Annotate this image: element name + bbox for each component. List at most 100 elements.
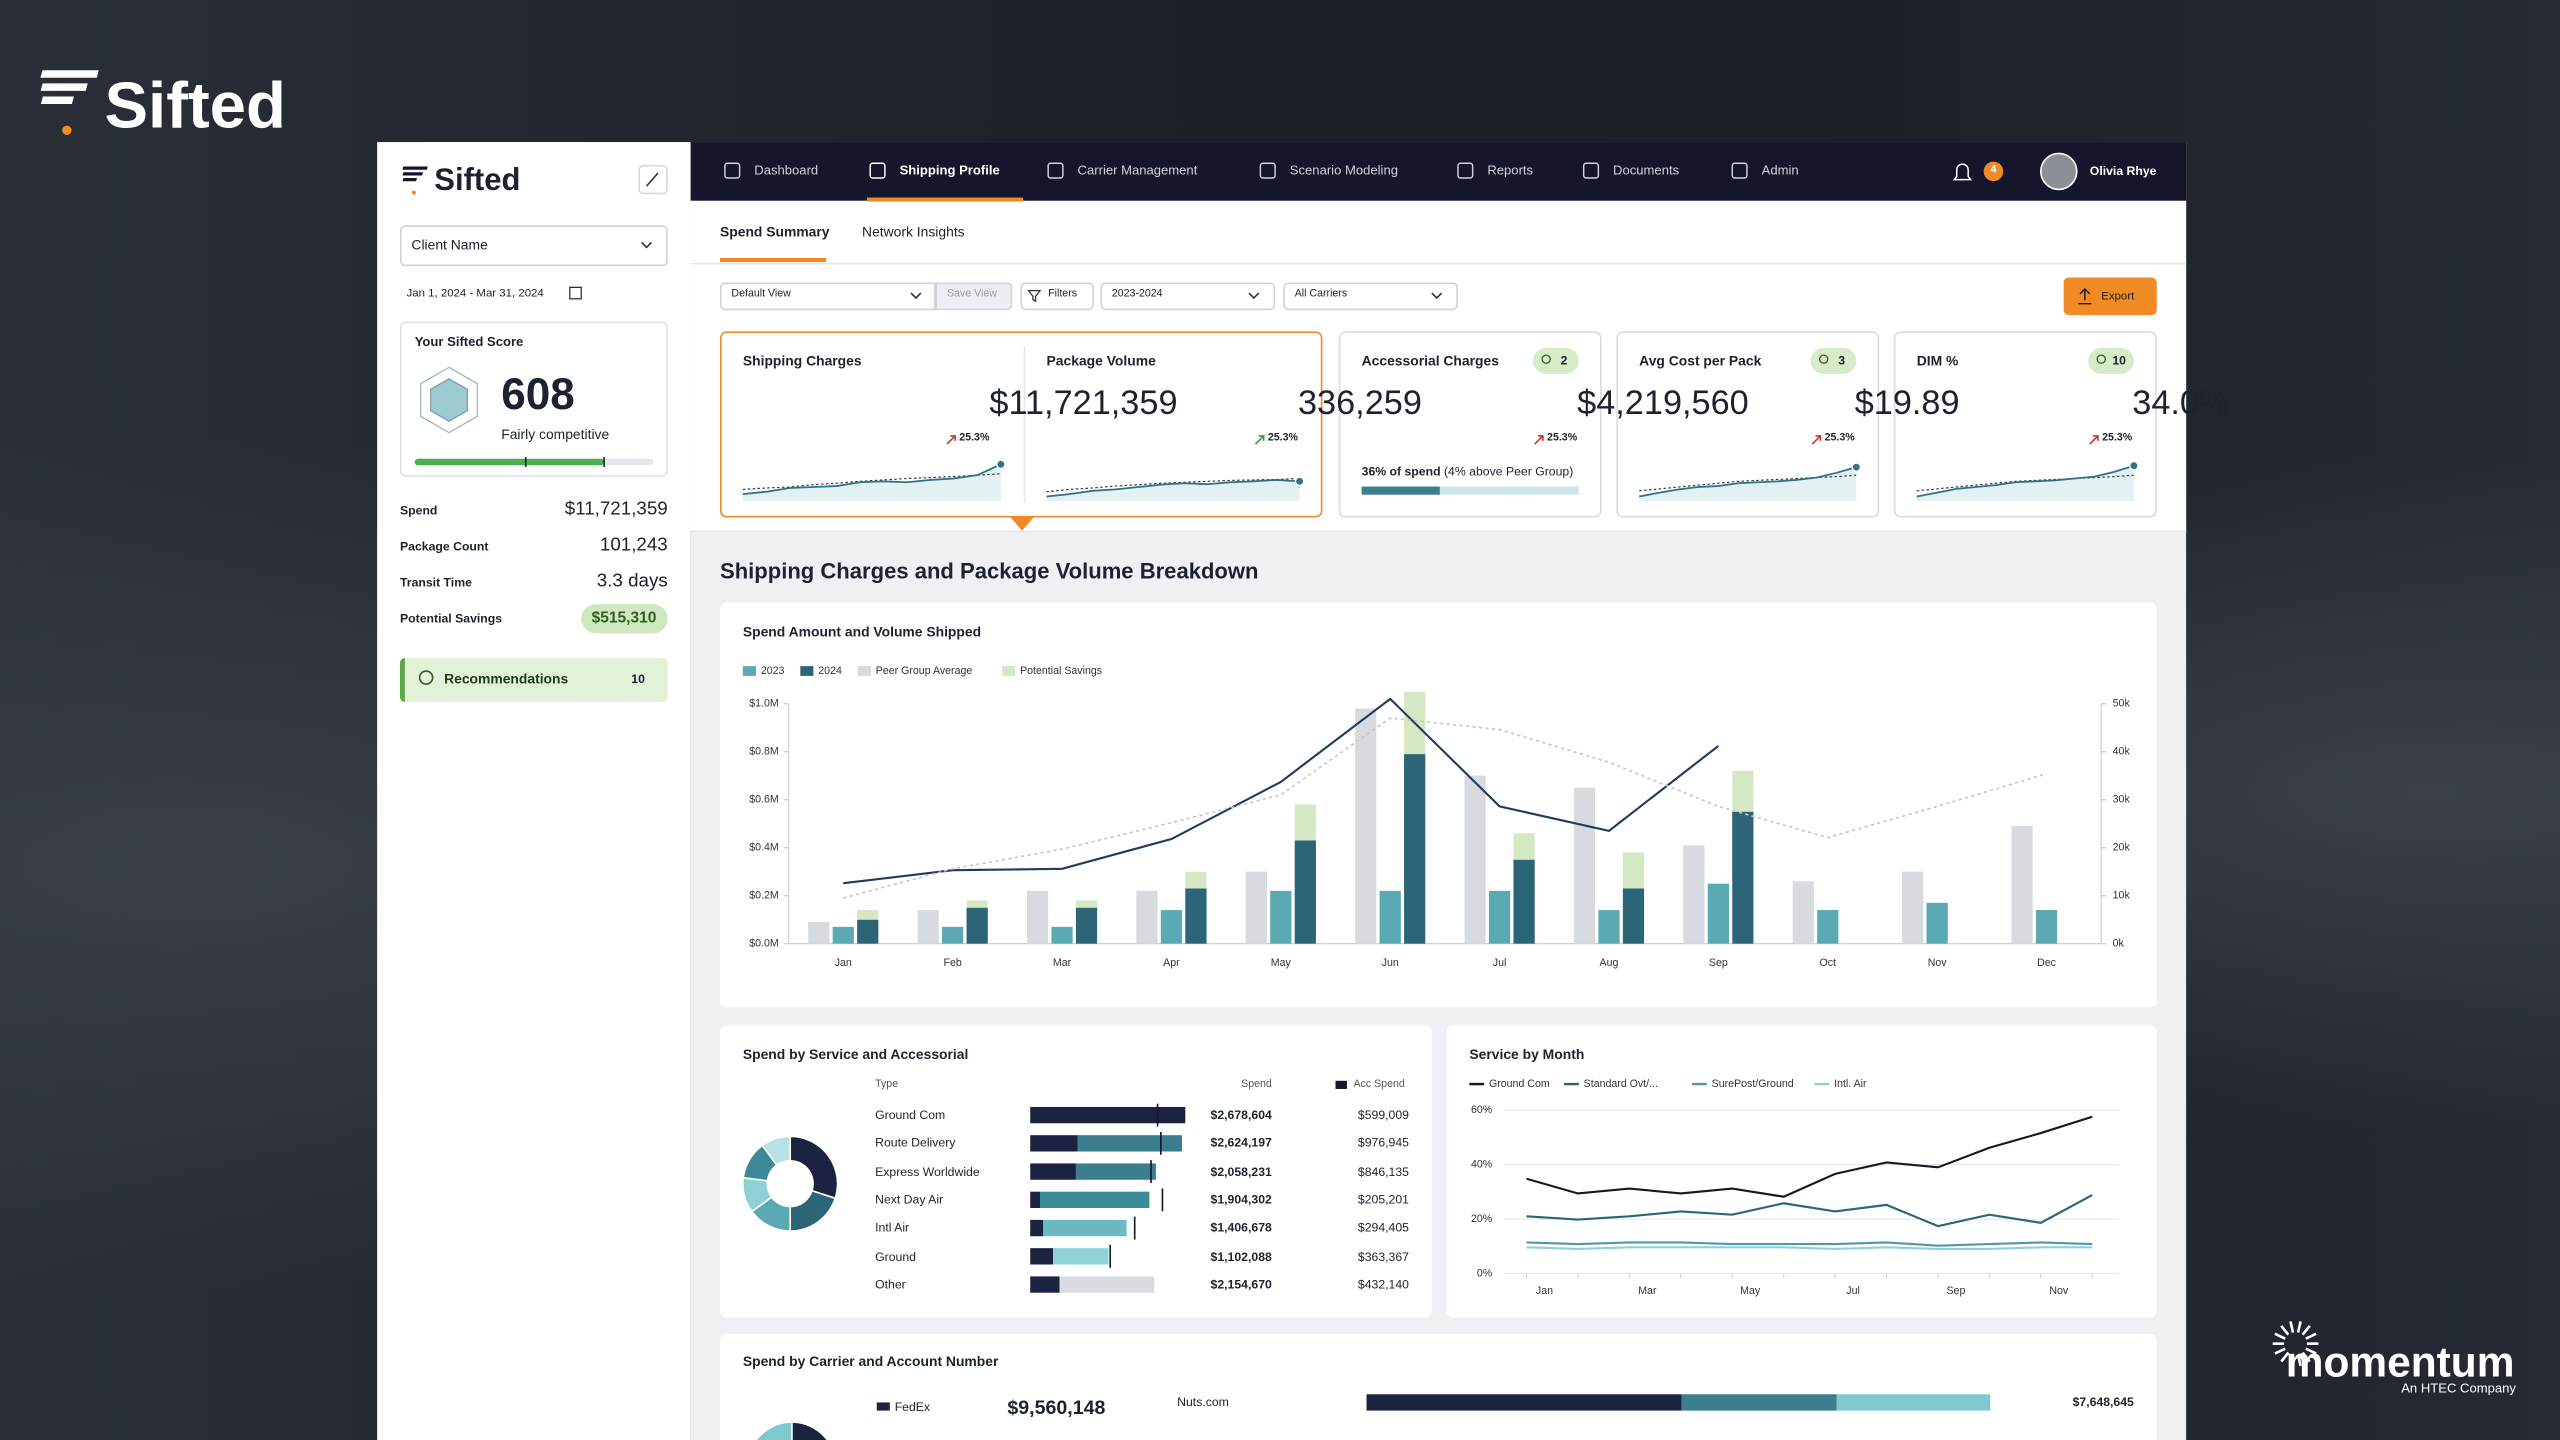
row-acc: $363,367 [1357,1248,1409,1264]
section-title: Shipping Charges and Package Volume Brea… [720,558,1259,584]
nav-item[interactable]: Admin [1761,163,1799,178]
badge-icon [2096,354,2106,364]
nav-item[interactable]: Dashboard [754,163,819,178]
kpi-title: Package Volume [1046,352,1156,369]
bell-icon [1952,163,1973,181]
notification-badge [1983,161,2004,182]
carrier-select[interactable] [1283,282,1458,311]
bar [966,907,988,944]
filters-label: Filters [1048,288,1078,300]
row-spend: $1,102,088 [1210,1248,1272,1264]
nav-icon [724,162,741,179]
collapse-button[interactable] [638,164,668,195]
legend-swatch [876,1402,890,1411]
x-tick-label: Sep [1709,957,1728,969]
bar [1732,811,1754,944]
export-button[interactable] [2063,277,2157,316]
logo-icon [402,166,428,170]
line [1526,1241,2093,1247]
carrier-value: $9,560,148 [1007,1395,1106,1419]
bar-segment [1077,1135,1183,1152]
nav-item[interactable]: Carrier Management [1077,163,1198,178]
momentum-icon [2296,1354,2302,1367]
brand-logo: Sifted [104,70,286,143]
kpi-badge [2088,347,2134,374]
nav-item[interactable]: Scenario Modeling [1289,163,1398,178]
kpi-change: 25.3% [1267,432,1298,444]
partner-tagline: An HTEC Company [2401,1381,2516,1396]
user-name[interactable]: Olivia Rhye [2089,163,2157,179]
y2-tick-label: 30k [2113,793,2131,805]
nav-icon [1582,162,1600,179]
filters-button[interactable] [1020,282,1094,311]
sparkline-end [2129,460,2139,471]
change-arrow [2089,435,2099,445]
sparkline-peer [742,473,1001,490]
nav-icon [1259,162,1276,179]
bar [1404,754,1426,944]
y2-tick-label: 50k [2113,697,2131,709]
stat-value: 3.3 days [596,571,668,592]
carrier-name: FedEx [894,1399,931,1415]
client-select[interactable] [399,225,668,267]
bar [942,926,964,944]
account-name: Nuts.com [1177,1394,1229,1410]
legend-label: Standard Ovt/... [1584,1078,1658,1090]
row-type: Next Day Air [875,1192,944,1207]
bar [1026,890,1049,944]
change-arrow [1534,435,1544,445]
legend-swatch [1002,666,1016,676]
tab[interactable]: Network Insights [862,223,965,240]
score-card [399,321,668,477]
momentum-icon [2305,1332,2317,1340]
y2-tick-label: 10k [2113,889,2131,901]
bar-segment [1030,1219,1044,1237]
recommendations[interactable] [399,657,668,703]
kpi-pointer [1010,517,1034,531]
x-tick-label: Nov [1928,957,1948,969]
y-tick-label: $0.4M [749,841,779,853]
table-title: Spend by Carrier and Account Number [742,1353,999,1370]
y-tick-label: 20% [1471,1213,1493,1225]
x-tick-label: Oct [1819,957,1836,969]
top-nav [690,142,2187,201]
kpi-change: 25.3% [2102,432,2133,444]
tabs-divider [690,262,2187,265]
save-view[interactable] [935,282,1013,311]
sparkline-end [1851,462,1862,472]
bar [857,919,879,944]
row-type: Other [875,1276,906,1292]
period-select[interactable] [1100,282,1276,311]
view-select[interactable] [720,282,936,311]
column-header: Spend [1241,1078,1272,1091]
kpi-value: $11,721,359 [989,384,1178,423]
nav-icon [1731,162,1748,179]
line [1526,1115,2093,1198]
legend-label: 2024 [818,665,842,677]
nav-item[interactable]: Documents [1613,163,1680,178]
y-tick-label: 60% [1471,1104,1493,1116]
tab-underline [720,257,827,263]
bar [1355,708,1377,944]
x-tick-label: May [1740,1285,1761,1297]
stat-label: Package Count [399,539,489,554]
bar-segment [1030,1191,1040,1208]
stat-value: $515,310 [591,609,657,628]
table-title: Spend by Service and Accessorial [742,1046,969,1063]
sparkline-area [1916,465,2134,502]
client-select-label[interactable]: Client Name [411,236,488,253]
bar [1732,770,1754,812]
badge-icon [1818,354,1829,364]
bar-segment [1040,1191,1150,1208]
share-bar [1361,486,1440,495]
kpi-note-main: 36% of spend [1361,464,1441,479]
bar [1294,840,1316,944]
x-tick-label: Feb [944,957,962,969]
kpi-value: 336,259 [1297,384,1422,423]
donut-segment [791,1421,829,1440]
nav-item[interactable]: Shipping Profile [899,163,1000,178]
momentum-icon [2301,1324,2311,1336]
nav-item[interactable]: Reports [1487,163,1534,178]
tab[interactable]: Spend Summary [720,223,830,240]
